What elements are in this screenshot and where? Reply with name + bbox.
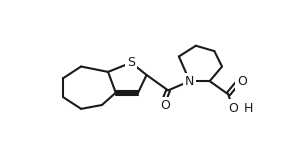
Text: S: S (127, 56, 135, 69)
Text: O: O (237, 75, 247, 88)
Text: O: O (228, 102, 238, 115)
Text: H: H (244, 102, 253, 115)
Text: N: N (185, 75, 194, 88)
Text: O: O (160, 99, 170, 112)
